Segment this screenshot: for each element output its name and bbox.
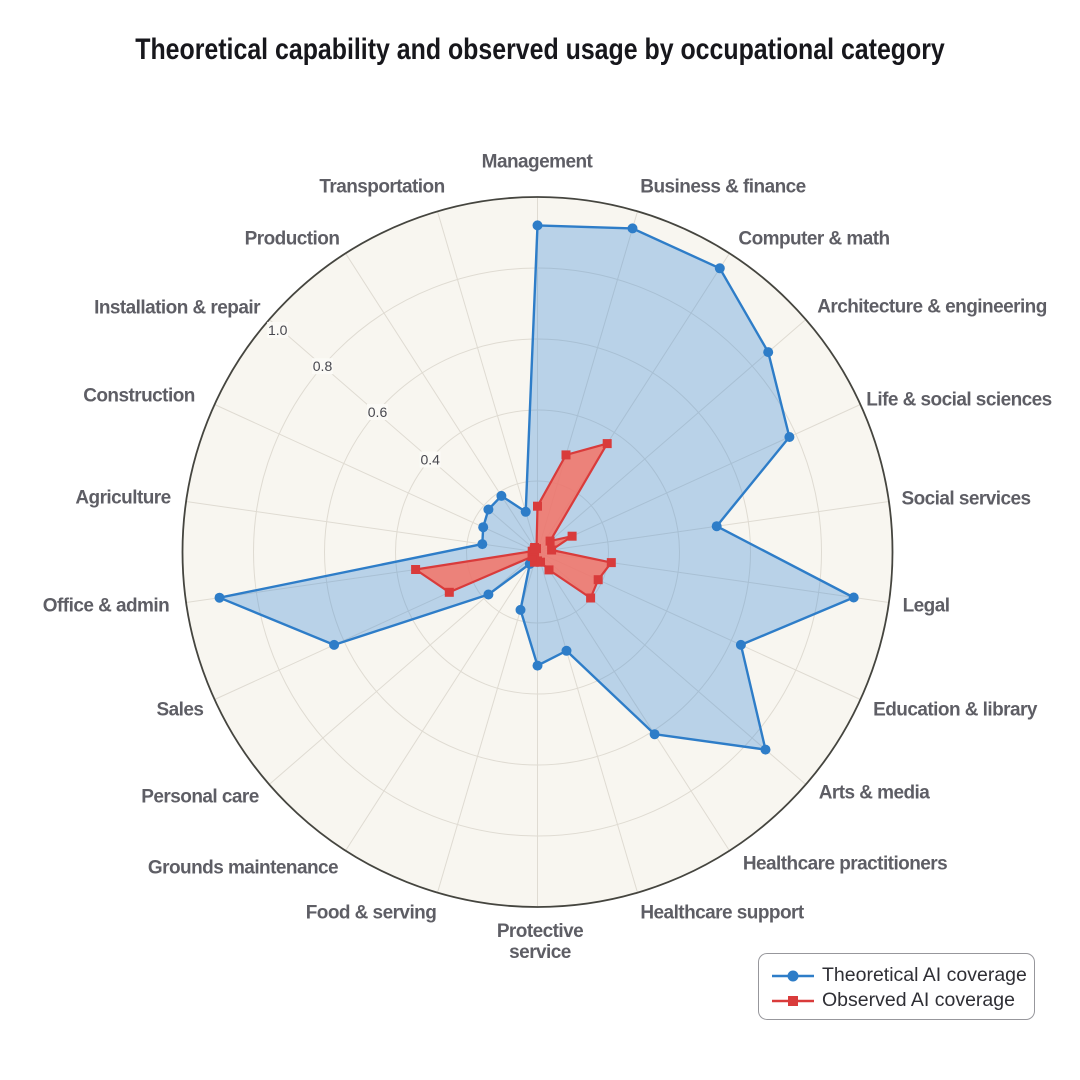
- svg-text:0.8: 0.8: [313, 358, 333, 374]
- svg-text:0.6: 0.6: [368, 404, 388, 420]
- svg-text:0.4: 0.4: [420, 452, 440, 468]
- svg-text:1.0: 1.0: [268, 322, 288, 338]
